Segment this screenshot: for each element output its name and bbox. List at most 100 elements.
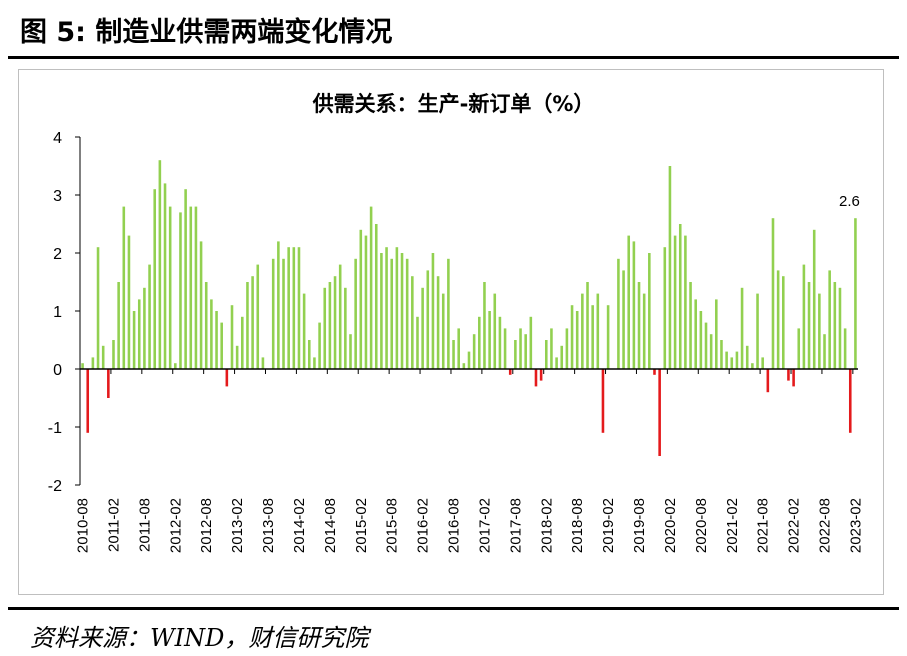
bar (364, 235, 368, 369)
bar (627, 235, 631, 369)
bar (148, 264, 151, 369)
bar (91, 357, 95, 369)
bar (107, 369, 110, 398)
bar (828, 270, 831, 369)
bar (333, 276, 337, 369)
bar (725, 351, 728, 369)
bar (411, 276, 414, 369)
bar (416, 316, 419, 369)
bar (648, 253, 651, 369)
bar (380, 253, 383, 369)
bar (771, 218, 775, 369)
bar (241, 316, 244, 369)
bar (751, 363, 754, 369)
bar (302, 293, 306, 369)
y-tick-label: 2 (53, 246, 62, 263)
bar (251, 276, 254, 369)
bar (730, 357, 734, 369)
bar (854, 218, 857, 369)
last-value-label: 2.6 (839, 193, 860, 210)
bar (622, 270, 625, 369)
bar (807, 282, 811, 369)
bar (575, 311, 579, 369)
bar (447, 258, 450, 369)
bar (137, 299, 141, 369)
top-rule (8, 56, 899, 59)
bar (529, 316, 533, 369)
bar (818, 293, 821, 369)
x-tick-label: 2018-02 (538, 498, 555, 553)
bar (782, 276, 785, 369)
y-tick-label: 3 (53, 188, 62, 205)
bar (663, 247, 667, 369)
bar (230, 305, 234, 369)
bar (421, 287, 424, 369)
bar (565, 328, 569, 369)
bar (158, 160, 162, 369)
bar (210, 299, 213, 369)
bar (823, 334, 826, 369)
x-tick-label: 2020-02 (662, 498, 679, 553)
bar (395, 247, 399, 369)
bar (436, 276, 440, 369)
bar (122, 206, 126, 369)
bar (478, 316, 481, 369)
bar (261, 357, 265, 369)
x-tick-label: 2012-08 (198, 498, 215, 553)
bar (519, 328, 522, 369)
bar (369, 206, 373, 369)
bar (215, 311, 218, 369)
x-ticks-group: 2010-08 2011-02 2011-08 2012-02 2012-08 2013-… (75, 369, 864, 553)
bar (673, 235, 677, 369)
bar (740, 287, 744, 369)
x-tick-label: 2013-02 (229, 498, 246, 553)
bar (292, 247, 296, 369)
bar (235, 345, 239, 369)
bar (488, 311, 491, 369)
bar (761, 357, 764, 369)
bar (323, 287, 327, 369)
x-tick-label: 2019-08 (631, 498, 648, 553)
x-tick-label: 2015-02 (353, 498, 370, 553)
x-tick-label: 2022-02 (786, 498, 803, 553)
bar (390, 258, 394, 369)
y-ticks-group: -2 -1 0 1 2 3 4 (48, 130, 80, 495)
bar (560, 345, 564, 369)
bar (617, 258, 620, 369)
bar (514, 340, 517, 369)
bar (313, 357, 316, 369)
bar (462, 363, 466, 369)
x-tick-label: 2011-08 (136, 498, 153, 552)
bar (81, 363, 84, 369)
bar (797, 328, 801, 369)
bar (843, 328, 847, 369)
bar (101, 345, 105, 369)
bar (586, 282, 589, 369)
bar (405, 258, 409, 369)
bar (833, 282, 837, 369)
bar (555, 357, 558, 369)
x-tick-label: 2022-08 (817, 498, 834, 553)
bar (452, 340, 455, 369)
bar (483, 282, 486, 369)
bar (374, 224, 378, 369)
bar (637, 282, 641, 369)
bar (349, 334, 352, 369)
bar (457, 328, 460, 369)
x-tick-label: 2014-02 (291, 498, 308, 553)
bar (606, 305, 610, 369)
bar (318, 322, 321, 369)
bar (658, 369, 661, 456)
bar (745, 345, 749, 369)
x-tick-label: 2012-02 (167, 498, 184, 553)
bar (678, 224, 682, 369)
x-tick-label: 2013-08 (260, 498, 277, 553)
x-tick-label: 2015-08 (384, 498, 401, 553)
bar (400, 253, 404, 369)
chart-title: 供需关系：生产-新订单（%） (312, 92, 595, 116)
y-tick-label: 0 (53, 362, 62, 379)
bar (539, 369, 543, 381)
bar (689, 282, 692, 369)
bar (545, 340, 548, 369)
bar (96, 247, 100, 369)
